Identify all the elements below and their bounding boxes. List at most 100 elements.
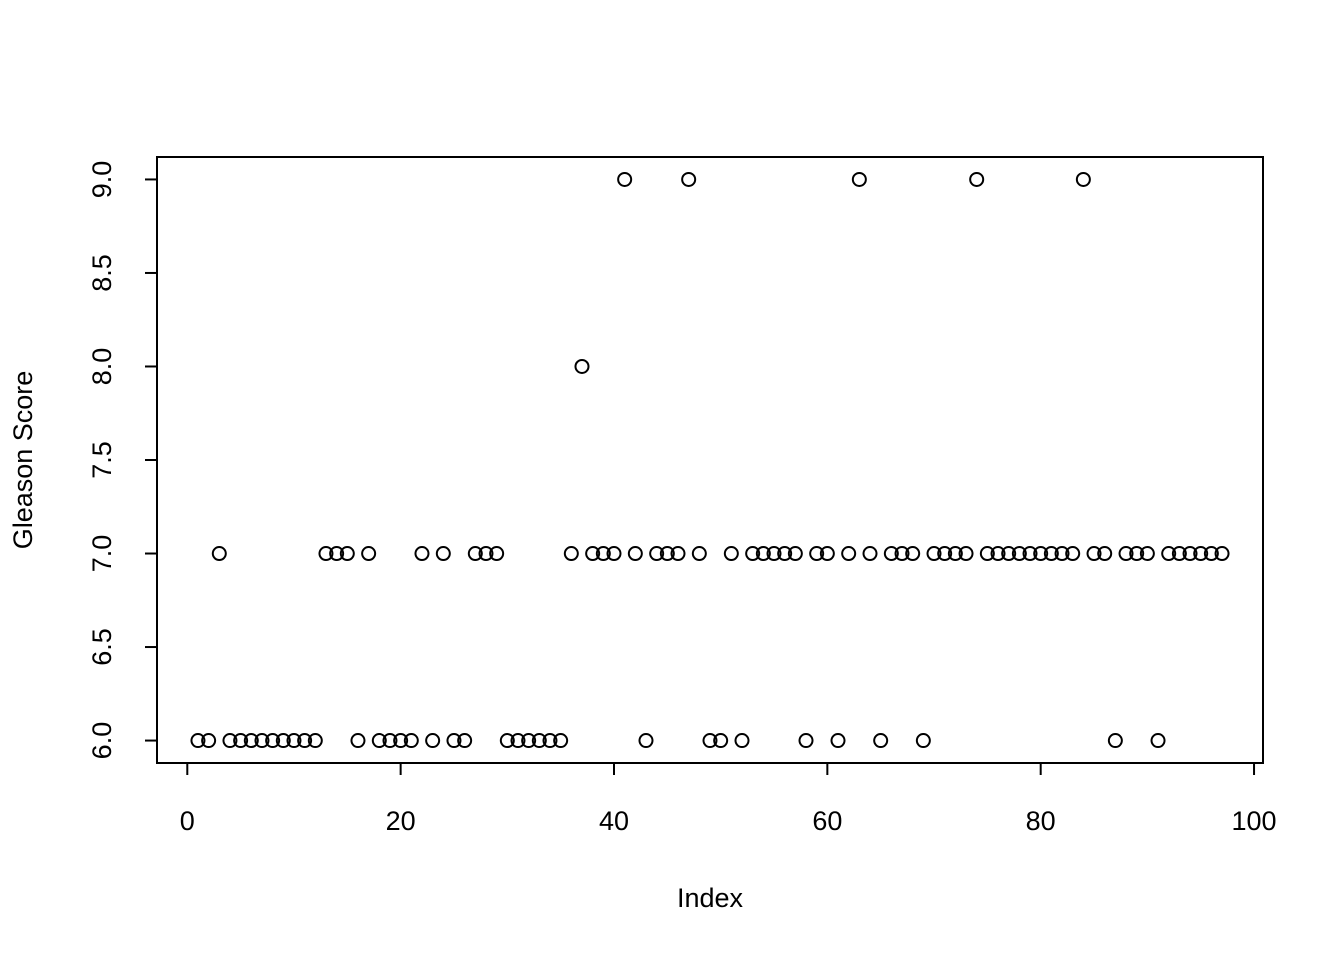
point	[1022, 546, 1038, 562]
point	[489, 546, 505, 562]
point	[734, 733, 750, 749]
point	[702, 733, 718, 749]
point	[1097, 546, 1113, 562]
y-tick-label: 9.0	[87, 161, 117, 199]
point	[350, 733, 366, 749]
point	[883, 546, 899, 562]
point	[286, 733, 302, 749]
point	[1203, 546, 1219, 562]
point	[766, 546, 782, 562]
point	[798, 733, 814, 749]
point	[553, 733, 569, 749]
x-tick-label: 0	[180, 806, 195, 836]
point	[467, 546, 483, 562]
point	[478, 546, 494, 562]
point	[339, 546, 355, 562]
point	[691, 546, 707, 562]
point	[809, 546, 825, 562]
point	[926, 546, 942, 562]
point	[1150, 733, 1166, 749]
point	[190, 733, 206, 749]
point	[201, 733, 217, 749]
x-tick-label: 60	[812, 806, 842, 836]
point	[1086, 546, 1102, 562]
point	[723, 546, 739, 562]
point	[425, 733, 441, 749]
point	[745, 546, 761, 562]
point	[947, 546, 963, 562]
point	[457, 733, 473, 749]
point	[1011, 546, 1027, 562]
x-axis-label: Index	[677, 883, 744, 913]
point	[1001, 546, 1017, 562]
point	[627, 546, 643, 562]
point	[851, 171, 867, 187]
x-tick-label: 20	[386, 806, 416, 836]
point	[873, 733, 889, 749]
point	[1065, 546, 1081, 562]
point	[670, 546, 686, 562]
point	[531, 733, 547, 749]
point	[371, 733, 387, 749]
point	[318, 546, 334, 562]
point	[787, 546, 803, 562]
point	[254, 733, 270, 749]
point	[585, 546, 601, 562]
point	[499, 733, 515, 749]
point	[297, 733, 313, 749]
point	[1054, 546, 1070, 562]
point	[755, 546, 771, 562]
point	[990, 546, 1006, 562]
y-tick-label: 7.5	[87, 441, 117, 479]
point	[307, 733, 323, 749]
point	[713, 733, 729, 749]
plot-box	[156, 156, 1264, 764]
point	[361, 546, 377, 562]
point	[563, 546, 579, 562]
y-tick-label: 8.5	[87, 254, 117, 292]
point	[435, 546, 451, 562]
point	[1107, 733, 1123, 749]
y-tick-label: 6.0	[87, 722, 117, 760]
point	[222, 733, 238, 749]
point	[329, 546, 345, 562]
y-axis-label: Gleason Score	[8, 371, 38, 550]
x-tick-label: 100	[1232, 806, 1277, 836]
point	[211, 546, 227, 562]
point	[403, 733, 419, 749]
point	[414, 546, 430, 562]
point	[233, 733, 249, 749]
point	[521, 733, 537, 749]
point	[606, 546, 622, 562]
point	[937, 546, 953, 562]
point	[542, 733, 558, 749]
point	[243, 733, 259, 749]
point	[649, 546, 665, 562]
point	[1118, 546, 1134, 562]
x-tick-label: 40	[599, 806, 629, 836]
point	[446, 733, 462, 749]
point	[617, 171, 633, 187]
point	[1171, 546, 1187, 562]
point	[905, 546, 921, 562]
point	[1075, 171, 1091, 187]
point	[979, 546, 995, 562]
point	[1129, 546, 1145, 562]
point	[915, 733, 931, 749]
point	[1161, 546, 1177, 562]
point	[1182, 546, 1198, 562]
point	[510, 733, 526, 749]
point	[681, 171, 697, 187]
point	[275, 733, 291, 749]
point	[1193, 546, 1209, 562]
point	[1214, 546, 1230, 562]
point	[841, 546, 857, 562]
point	[265, 733, 281, 749]
point	[777, 546, 793, 562]
point	[1033, 546, 1049, 562]
point	[1139, 546, 1155, 562]
point	[819, 546, 835, 562]
y-tick-label: 6.5	[87, 628, 117, 666]
